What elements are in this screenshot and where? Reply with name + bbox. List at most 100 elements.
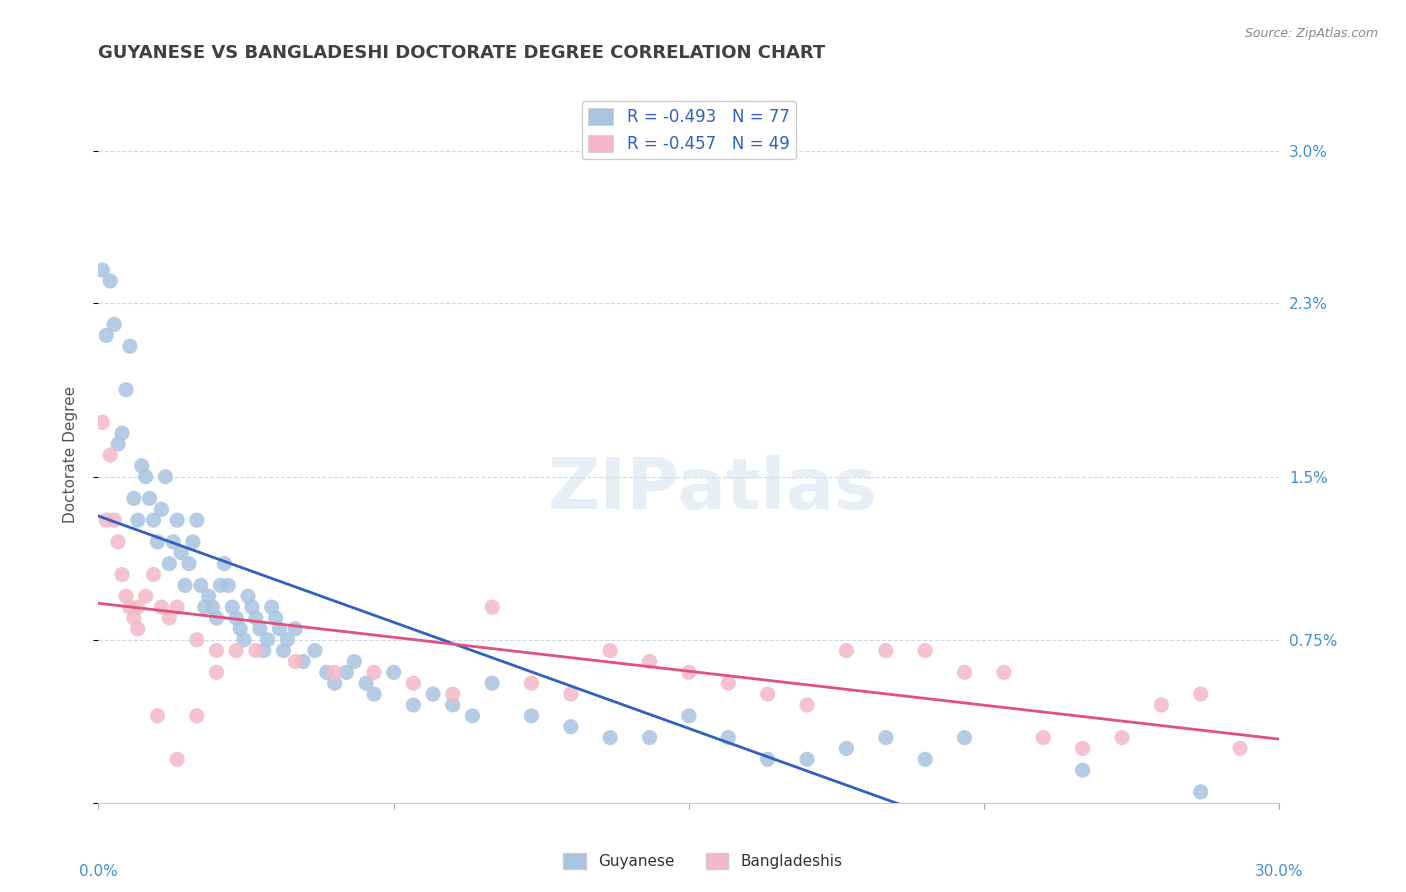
Point	[914, 752, 936, 766]
Point	[155, 469, 177, 483]
Point	[127, 622, 149, 636]
Point	[256, 632, 278, 647]
Point	[284, 655, 307, 669]
Point	[520, 708, 543, 723]
Point	[343, 655, 366, 669]
Point	[138, 491, 160, 506]
Point	[91, 415, 114, 429]
Point	[638, 655, 661, 669]
Point	[323, 665, 346, 680]
Point	[1229, 741, 1251, 756]
Point	[249, 622, 271, 636]
Point	[756, 687, 779, 701]
Point	[107, 534, 129, 549]
Point	[441, 687, 464, 701]
Point	[363, 665, 385, 680]
Point	[194, 600, 217, 615]
Point	[190, 578, 212, 592]
Point	[186, 632, 208, 647]
Point	[146, 708, 169, 723]
Point	[205, 643, 228, 657]
Point	[157, 611, 180, 625]
Point	[269, 622, 291, 636]
Point	[1071, 741, 1094, 756]
Point	[142, 567, 165, 582]
Point	[96, 513, 118, 527]
Point	[354, 676, 377, 690]
Point	[170, 546, 193, 560]
Point	[335, 665, 357, 680]
Point	[186, 513, 208, 527]
Point	[96, 328, 118, 343]
Point	[953, 665, 976, 680]
Point	[205, 665, 228, 680]
Point	[402, 676, 425, 690]
Point	[186, 708, 208, 723]
Point	[111, 426, 134, 441]
Legend: Guyanese, Bangladeshis: Guyanese, Bangladeshis	[557, 847, 849, 875]
Point	[638, 731, 661, 745]
Point	[118, 339, 141, 353]
Point	[233, 632, 256, 647]
Point	[166, 600, 188, 615]
Point	[98, 448, 121, 462]
Point	[177, 557, 200, 571]
Point	[245, 643, 267, 657]
Point	[122, 491, 145, 506]
Point	[118, 600, 141, 615]
Point	[323, 676, 346, 690]
Point	[993, 665, 1015, 680]
Point	[131, 458, 153, 473]
Text: Source: ZipAtlas.com: Source: ZipAtlas.com	[1244, 27, 1378, 40]
Point	[520, 676, 543, 690]
Point	[560, 687, 582, 701]
Point	[756, 752, 779, 766]
Point	[225, 643, 247, 657]
Text: 30.0%: 30.0%	[1256, 863, 1303, 879]
Point	[315, 665, 337, 680]
Point	[717, 731, 740, 745]
Point	[253, 643, 276, 657]
Point	[914, 643, 936, 657]
Point	[150, 600, 173, 615]
Point	[181, 534, 204, 549]
Point	[422, 687, 444, 701]
Point	[174, 578, 197, 592]
Point	[835, 643, 858, 657]
Point	[560, 720, 582, 734]
Point	[796, 698, 818, 712]
Point	[103, 513, 125, 527]
Point	[107, 437, 129, 451]
Point	[111, 567, 134, 582]
Point	[382, 665, 405, 680]
Point	[205, 611, 228, 625]
Point	[103, 318, 125, 332]
Point	[127, 600, 149, 615]
Point	[1032, 731, 1054, 745]
Point	[260, 600, 283, 615]
Point	[229, 622, 252, 636]
Point	[678, 708, 700, 723]
Point	[1071, 763, 1094, 777]
Point	[264, 611, 287, 625]
Point	[162, 534, 184, 549]
Point	[225, 611, 247, 625]
Y-axis label: Doctorate Degree: Doctorate Degree	[63, 386, 77, 524]
Point	[98, 274, 121, 288]
Point	[135, 589, 157, 603]
Legend: R = -0.493   N = 77, R = -0.457   N = 49: R = -0.493 N = 77, R = -0.457 N = 49	[582, 102, 796, 160]
Point	[875, 731, 897, 745]
Point	[115, 589, 138, 603]
Point	[135, 469, 157, 483]
Point	[875, 643, 897, 657]
Point	[363, 687, 385, 701]
Point	[157, 557, 180, 571]
Point	[1189, 785, 1212, 799]
Point	[284, 622, 307, 636]
Point	[217, 578, 239, 592]
Point	[245, 611, 267, 625]
Point	[209, 578, 232, 592]
Text: 0.0%: 0.0%	[79, 863, 118, 879]
Point	[127, 513, 149, 527]
Point	[481, 676, 503, 690]
